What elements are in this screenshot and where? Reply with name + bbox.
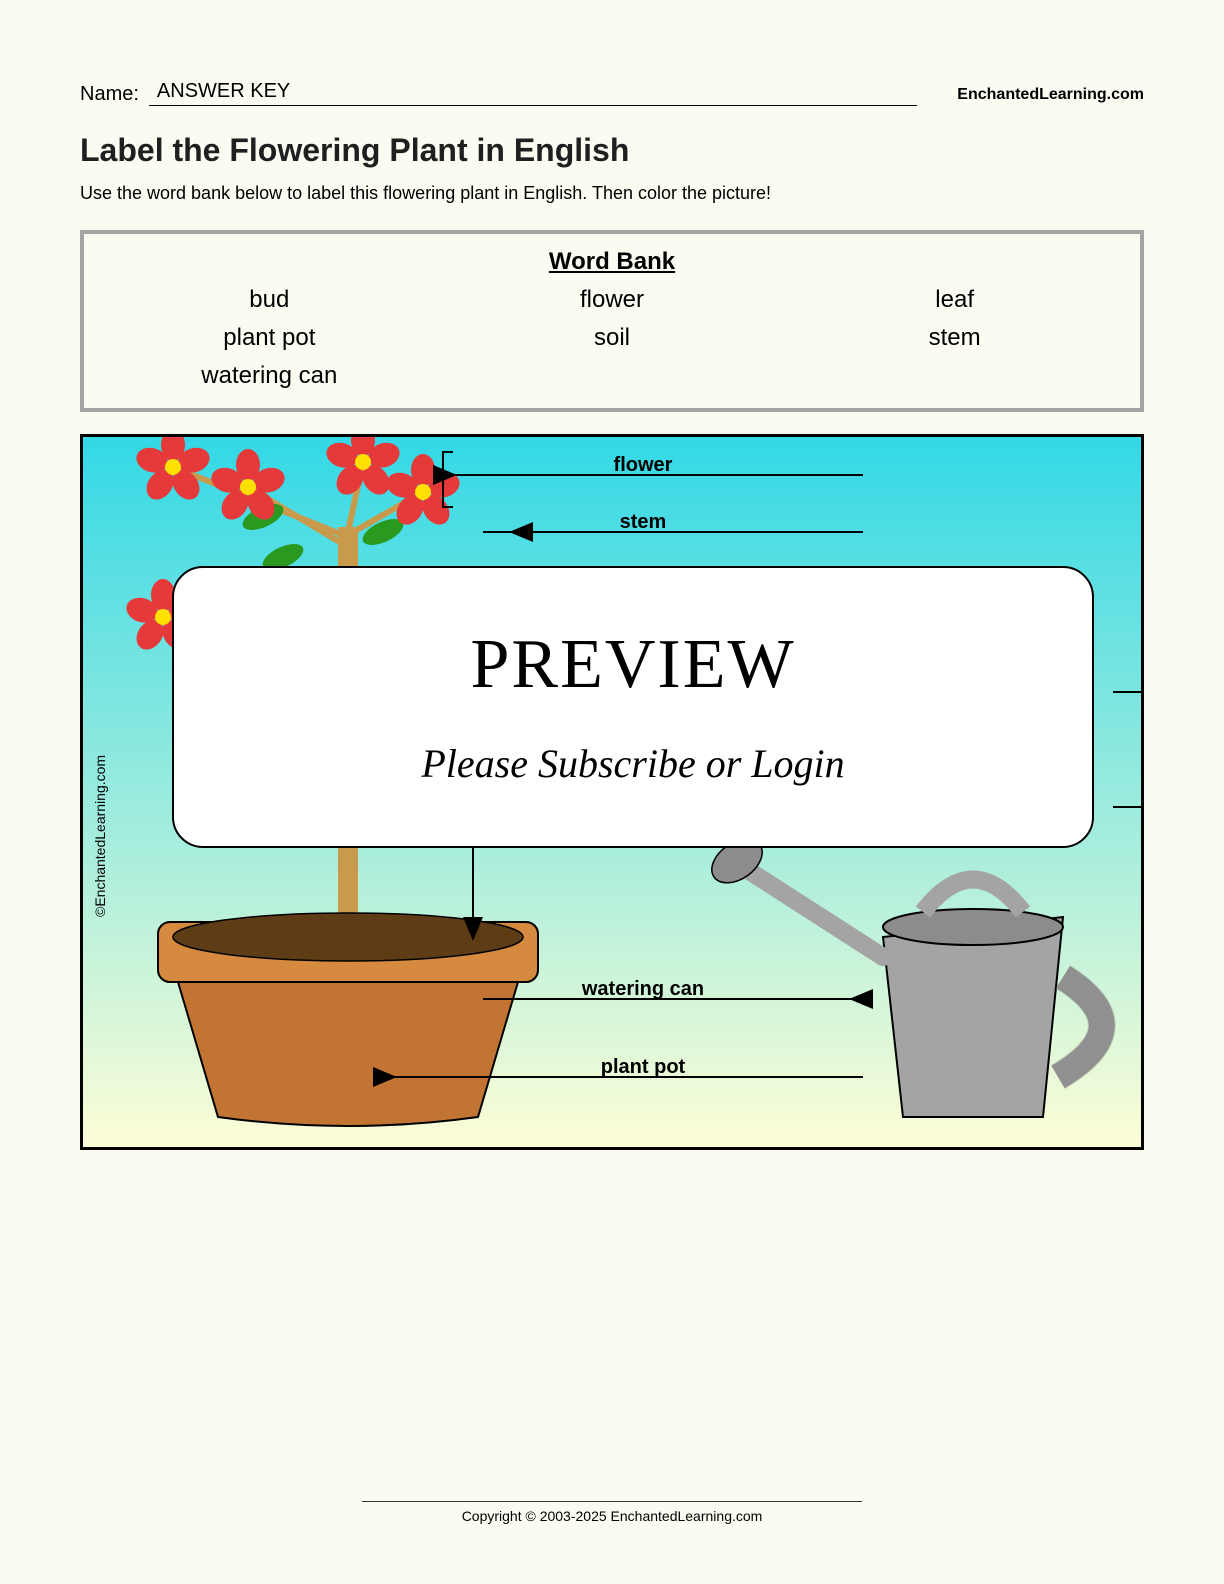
worksheet-page: Name: ANSWER KEY EnchantedLearning.com L… <box>0 0 1224 1584</box>
svg-text:Please Subscribe or Login: Please Subscribe or Login <box>420 741 844 786</box>
instructions: Use the word bank below to label this fl… <box>80 183 1144 204</box>
svg-text:plant pot: plant pot <box>601 1056 686 1078</box>
word-bank-title: Word Bank <box>108 248 1116 276</box>
page-title: Label the Flowering Plant in English <box>80 132 1144 169</box>
word-bank-word: bud <box>108 286 431 314</box>
word-bank-word: watering can <box>108 362 431 390</box>
svg-text:flower: flower <box>614 454 673 476</box>
word-bank-word: leaf <box>793 286 1116 314</box>
plant-diagram: ©EnchantedLearning.com flower stem watering… <box>83 437 1141 1147</box>
word-bank-grid: bud flower leaf plant pot soil stem wate… <box>108 286 1116 390</box>
word-bank: Word Bank bud flower leaf plant pot soil… <box>80 230 1144 412</box>
svg-text:watering can: watering can <box>581 978 704 1000</box>
word-bank-word: flower <box>451 286 774 314</box>
svg-text:©EnchantedLearning.com: ©EnchantedLearning.com <box>92 755 108 917</box>
name-label: Name: <box>80 83 139 106</box>
word-bank-word: plant pot <box>108 324 431 352</box>
footer-divider <box>362 1501 862 1502</box>
word-bank-word: stem <box>793 324 1116 352</box>
svg-text:stem: stem <box>620 511 667 533</box>
header-row: Name: ANSWER KEY EnchantedLearning.com <box>80 80 1144 106</box>
site-url: EnchantedLearning.com <box>957 86 1144 106</box>
word-bank-word: soil <box>451 324 774 352</box>
name-value: ANSWER KEY <box>149 80 917 106</box>
diagram-frame: ©EnchantedLearning.com flower stem watering… <box>80 434 1144 1150</box>
copyright-text: Copyright © 2003-2025 EnchantedLearning.… <box>462 1508 763 1524</box>
svg-text:PREVIEW: PREVIEW <box>470 626 795 703</box>
footer: Copyright © 2003-2025 EnchantedLearning.… <box>0 1501 1224 1524</box>
